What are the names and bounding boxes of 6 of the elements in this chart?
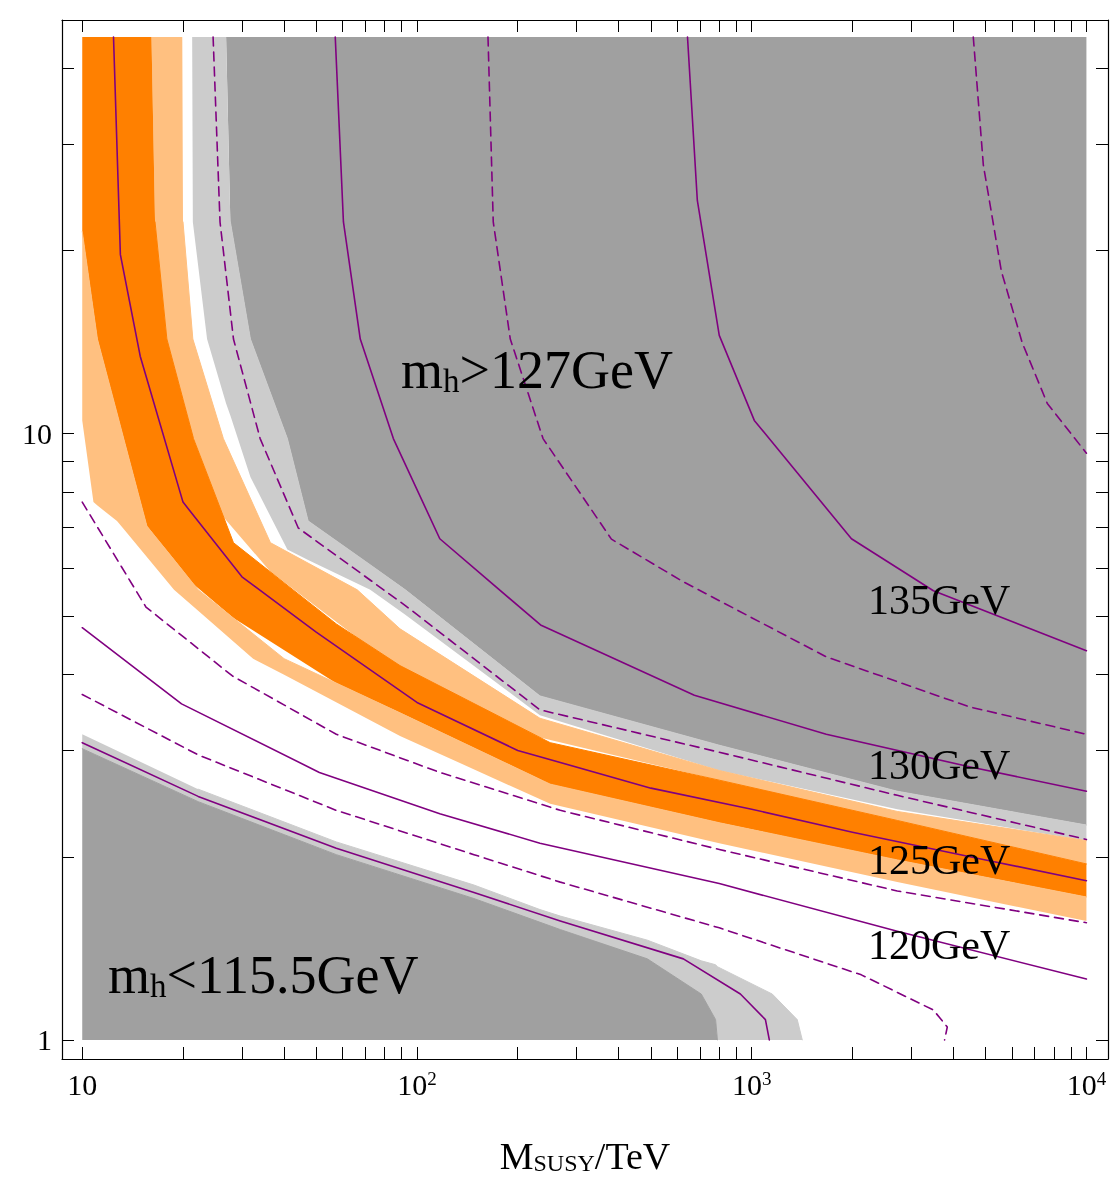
annotation: 125GeV xyxy=(868,837,1011,883)
x-tick-label: 10 xyxy=(67,1067,98,1101)
annotation: mh>127GeV xyxy=(401,340,673,400)
y-tick-label: 1 xyxy=(37,1023,52,1057)
annotation: mh<115.5GeV xyxy=(108,945,419,1005)
x-axis-title: MSUSY/TeV xyxy=(499,1135,671,1177)
